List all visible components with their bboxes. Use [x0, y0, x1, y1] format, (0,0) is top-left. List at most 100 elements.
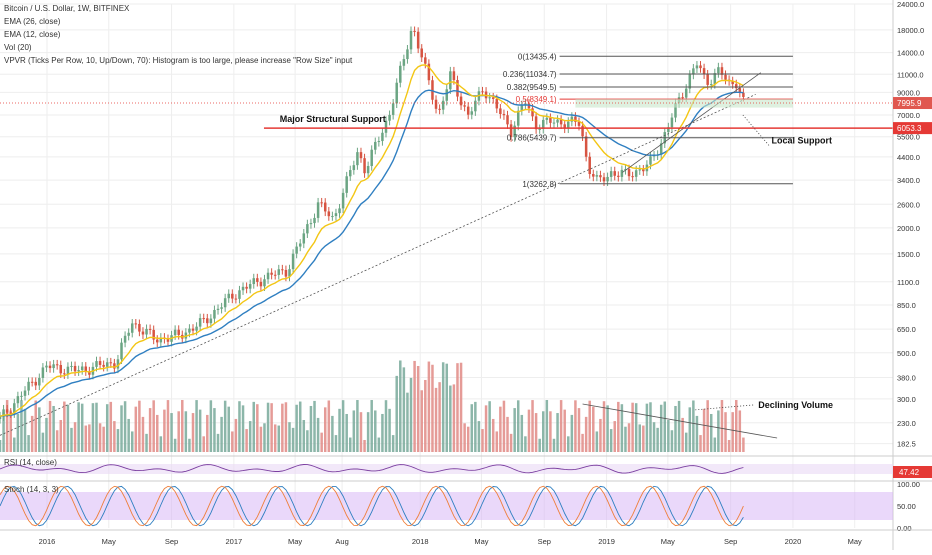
- candle-body: [148, 328, 152, 330]
- volume-bar: [77, 402, 80, 452]
- candle-body: [166, 338, 170, 342]
- candle-body: [338, 208, 341, 214]
- candle-body: [395, 82, 398, 104]
- declining-volume-label: Declining Volume: [758, 400, 833, 410]
- candle-body: [209, 318, 213, 324]
- candle-body: [724, 74, 727, 80]
- volume-bar: [70, 427, 73, 452]
- candle-body: [674, 103, 677, 118]
- candle-body: [109, 362, 113, 364]
- candle-body: [320, 202, 323, 204]
- candle-body: [48, 365, 52, 369]
- volume-bar: [516, 400, 520, 452]
- volume-bar: [391, 435, 395, 452]
- candle-body: [695, 65, 699, 69]
- candle-body: [491, 97, 495, 99]
- volume-bar: [105, 404, 109, 452]
- candle-body: [363, 158, 366, 174]
- volume-bar: [652, 422, 656, 452]
- candle-body: [27, 381, 30, 391]
- local-trendline: [622, 72, 761, 173]
- candle-body: [80, 366, 84, 371]
- volume-bar: [41, 432, 45, 452]
- candle-body: [742, 92, 745, 97]
- volume-bar: [681, 417, 684, 452]
- volume-bar: [459, 362, 463, 452]
- candle-body: [416, 31, 420, 49]
- volume-bar: [2, 412, 5, 452]
- candle-body: [127, 332, 130, 336]
- candle-body: [113, 363, 116, 369]
- volume-bar: [581, 433, 584, 452]
- candle-body: [588, 156, 591, 175]
- volume-bar: [263, 423, 266, 452]
- y-tick-label: 7000.0: [897, 111, 920, 120]
- volume-bar: [477, 421, 481, 452]
- candle-body: [720, 67, 724, 75]
- candle-body: [141, 331, 145, 335]
- candle-body: [288, 269, 291, 277]
- candle-body: [59, 364, 63, 374]
- candle-body: [188, 328, 191, 333]
- candle-body: [692, 68, 695, 75]
- volume-bar: [552, 438, 556, 452]
- candle-body: [45, 365, 48, 368]
- volume-bar: [416, 365, 420, 452]
- volume-bar: [634, 403, 638, 452]
- candle-body: [559, 119, 563, 125]
- candle-body: [331, 216, 334, 218]
- candle-body: [670, 117, 674, 128]
- candle-body: [223, 298, 227, 308]
- volume-bar: [695, 415, 699, 452]
- volume-bar: [163, 409, 166, 452]
- fib-level-label: 0.786(5439.7): [507, 134, 557, 143]
- candle-body: [0, 416, 2, 420]
- volume-bar: [424, 379, 427, 452]
- candle-body: [291, 253, 295, 270]
- rsi-value-badge: [893, 466, 932, 478]
- candle-body: [34, 381, 37, 386]
- volume-bar: [649, 402, 652, 452]
- candle-body: [388, 114, 391, 121]
- y-tick-label: 2000.0: [897, 224, 920, 233]
- candle-body: [2, 409, 5, 417]
- volume-bar: [399, 360, 402, 452]
- candle-body: [202, 318, 205, 320]
- volume-bar: [542, 411, 545, 452]
- volume-bar: [13, 437, 16, 452]
- candle-body: [577, 121, 581, 126]
- candle-body: [659, 143, 663, 155]
- volume-bar: [642, 425, 645, 452]
- major-support-label: Major Structural Support: [280, 114, 386, 124]
- volume-bar: [667, 420, 670, 452]
- candle-body: [73, 365, 77, 372]
- volume-bar: [181, 400, 184, 452]
- volume-bar: [345, 413, 348, 452]
- candle-body: [120, 342, 123, 360]
- ema26-line: [0, 89, 744, 417]
- candle-body: [634, 170, 638, 177]
- volume-bar: [59, 419, 63, 452]
- volume-bar: [116, 429, 120, 452]
- volume-bar: [123, 401, 127, 452]
- volume-bar: [670, 430, 674, 452]
- candle-body: [327, 211, 331, 217]
- candle-body: [735, 84, 738, 89]
- volume-bar: [438, 382, 441, 452]
- y-tick-label: 3400.0: [897, 176, 920, 185]
- candle-body: [216, 308, 220, 310]
- volume-bar: [570, 414, 574, 452]
- volume-bar: [599, 418, 602, 452]
- candle-body: [334, 213, 338, 217]
- volume-bar: [631, 402, 634, 452]
- y-tick-label: 500.0: [897, 349, 916, 358]
- volume-bar: [531, 400, 534, 452]
- y-tick-label: 9000.0: [897, 88, 920, 97]
- volume-bar: [316, 417, 320, 452]
- volume-bar: [306, 430, 309, 452]
- local-support-arrow: [742, 114, 770, 146]
- volume-bar: [627, 423, 631, 452]
- volume-bar: [23, 408, 27, 452]
- volume-bar: [227, 406, 230, 452]
- candle-body: [549, 117, 552, 123]
